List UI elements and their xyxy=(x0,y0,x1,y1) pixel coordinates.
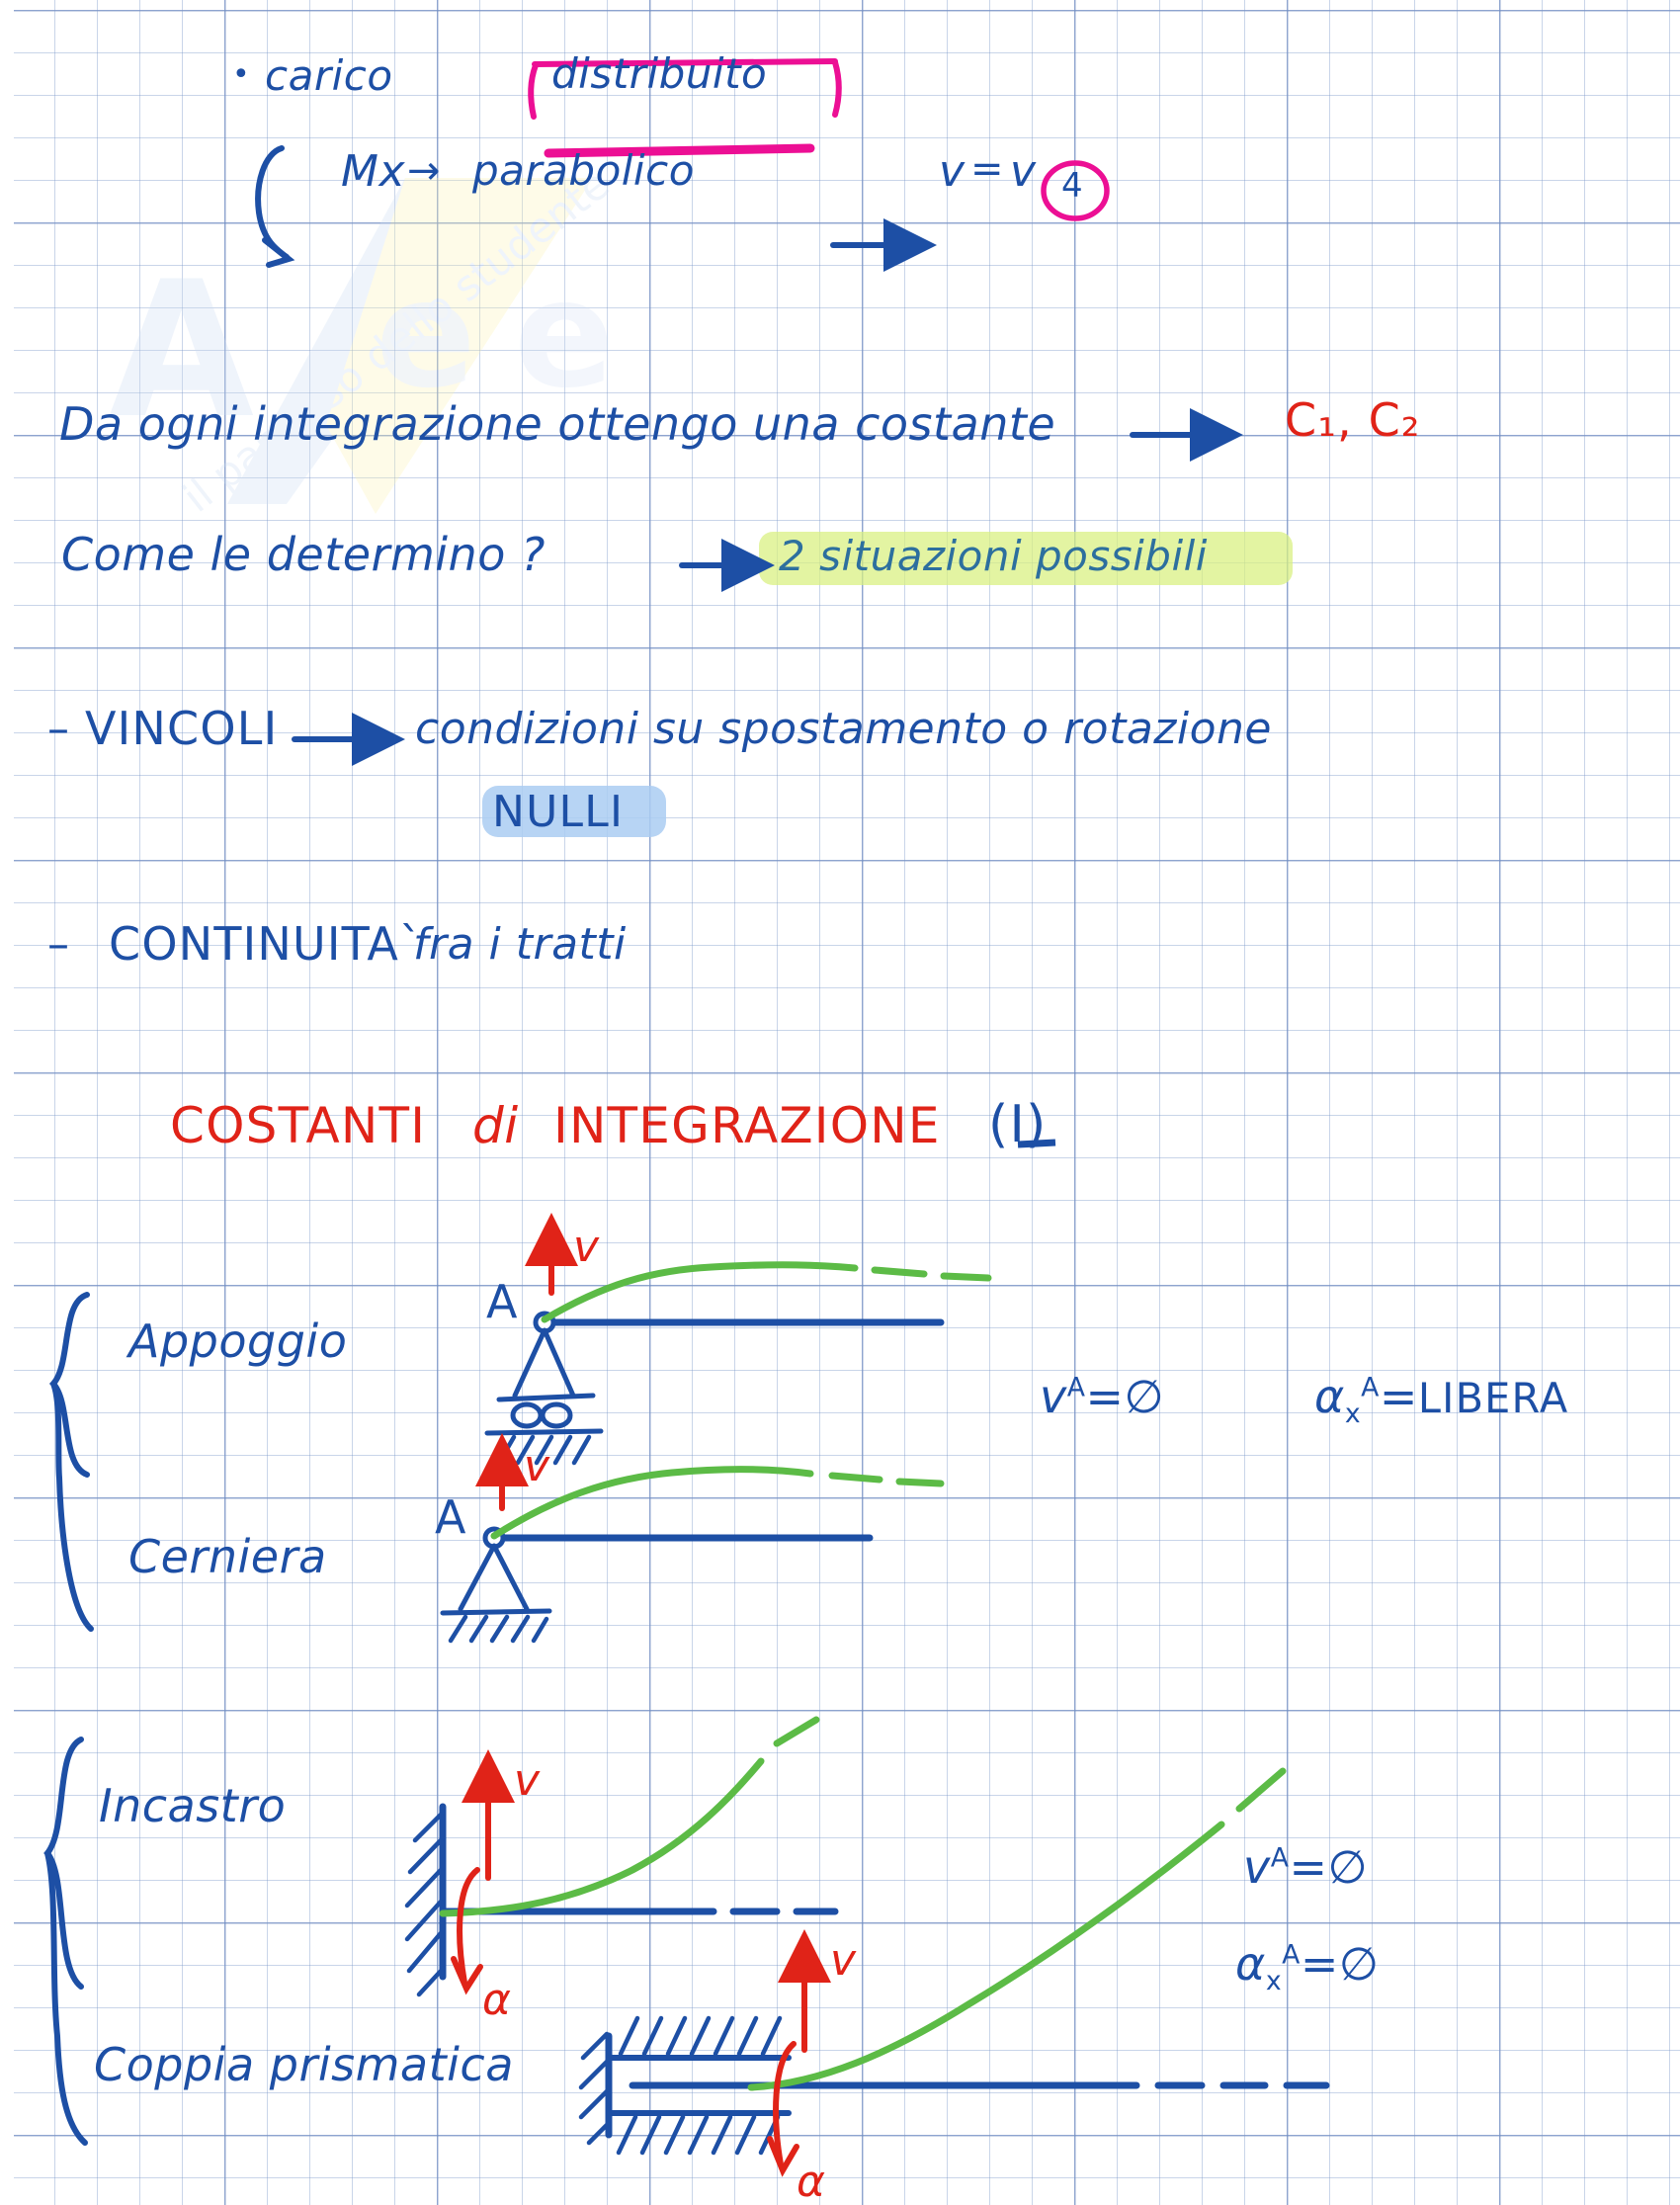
condition-value: LIBERA xyxy=(1417,1375,1569,1422)
section-title-part3: INTEGRAZIONE xyxy=(553,1097,941,1154)
line-costante: Da ogni integrazione ottengo una costant… xyxy=(59,397,1056,451)
condition-incastro-2: αxA=∅ xyxy=(1235,1937,1380,1996)
point-label-a-appoggio: A xyxy=(486,1275,519,1328)
rotation-label-alpha-incastro: α xyxy=(482,1975,512,2025)
condition-symbol: v xyxy=(1243,1840,1271,1894)
section-title-part2: di xyxy=(472,1097,519,1154)
highlight-situazioni xyxy=(759,532,1293,585)
constraint-label-incastro: Incastro xyxy=(99,1779,287,1832)
constraint-label-coppia-prismatica: Coppia prismatica xyxy=(94,2038,514,2091)
section-title-roman: (I) xyxy=(988,1095,1048,1154)
mx-label: Mx xyxy=(341,146,406,197)
mx-exponent: 4 xyxy=(1061,166,1084,206)
condition-incastro-1: vA=∅ xyxy=(1243,1840,1368,1894)
paper-left-margin xyxy=(0,0,14,2205)
condition-subscript: x xyxy=(1344,1399,1362,1430)
arrow-label-v-coppia: v xyxy=(830,1935,857,1986)
arrow-label-v-cerniera: v xyxy=(524,1441,550,1491)
constraint-label-appoggio: Appoggio xyxy=(128,1315,348,1368)
condition-eq: = xyxy=(1289,1840,1328,1894)
vincoli-text: condizioni su spostamento o rotazione xyxy=(415,704,1273,754)
bullet-dot: • xyxy=(232,57,251,92)
condition-symbol: α xyxy=(1314,1370,1345,1423)
condition-eq: = xyxy=(1300,1937,1339,1991)
condition-symbol: v xyxy=(1040,1370,1067,1423)
mx-equation-eq: = xyxy=(970,146,1005,192)
condition-appoggio-1: vA=∅ xyxy=(1040,1370,1164,1423)
vincoli-dash: – xyxy=(47,704,70,754)
condition-value: ∅ xyxy=(1327,1840,1369,1894)
condition-superscript: A xyxy=(1361,1372,1380,1403)
rotation-label-alpha-coppia: α xyxy=(797,2157,826,2205)
condition-superscript: A xyxy=(1066,1372,1086,1403)
highlight-nulli xyxy=(482,786,666,837)
condition-appoggio-2: αxA=LIBERA xyxy=(1314,1370,1568,1429)
distribuito-boxed: distribuito xyxy=(551,49,768,98)
condition-value: ∅ xyxy=(1338,1937,1380,1991)
point-label-a-cerniera: A xyxy=(435,1490,467,1544)
condition-eq: = xyxy=(1379,1370,1418,1423)
continuita-title: CONTINUITA` xyxy=(109,917,424,971)
condition-symbol: α xyxy=(1235,1937,1266,1991)
arrow-label-v-appoggio: v xyxy=(573,1222,600,1272)
mx-value: parabolico xyxy=(472,146,695,195)
continuita-text: fra i tratti xyxy=(413,919,627,970)
section-title-part1: COSTANTI xyxy=(170,1097,427,1154)
continuita-dash: – xyxy=(47,919,70,970)
arrow-label-v-incastro: v xyxy=(514,1755,541,1806)
condition-eq: = xyxy=(1085,1370,1125,1423)
highlight-text-situazioni: 2 situazioni possibili xyxy=(779,532,1208,580)
constraint-label-cerniera: Cerniera xyxy=(128,1530,327,1583)
mx-equation-rhs: v xyxy=(1010,146,1037,197)
line-determino: Come le determino ? xyxy=(61,528,546,581)
condition-superscript: A xyxy=(1270,1842,1290,1874)
vincoli-title: VINCOLI xyxy=(85,702,279,755)
condition-subscript: x xyxy=(1265,1966,1283,1997)
mx-arrow: → xyxy=(407,148,442,194)
condition-superscript: A xyxy=(1282,1939,1301,1971)
carico-label: carico xyxy=(265,51,393,100)
mx-equation-lhs: v xyxy=(939,146,966,197)
vincoli-nulli: NULLI xyxy=(492,787,625,837)
condition-value: ∅ xyxy=(1124,1370,1165,1423)
constants-c1-c2: C₁, C₂ xyxy=(1285,393,1421,447)
